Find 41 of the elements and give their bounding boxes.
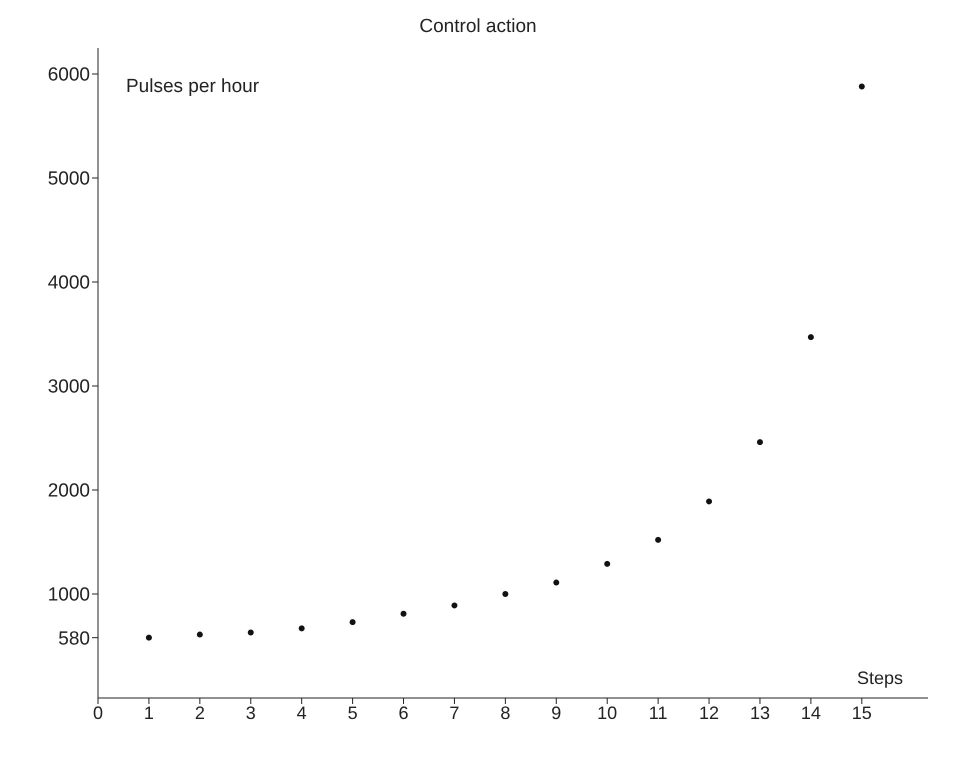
x-tick-label: 6 xyxy=(398,702,409,723)
point xyxy=(451,602,458,608)
point xyxy=(858,83,865,90)
x-tick-label: 12 xyxy=(699,702,720,723)
chart-title: Control action xyxy=(418,16,538,38)
point xyxy=(298,625,305,632)
x-tick-label: 4 xyxy=(296,702,307,723)
x-tick-label: 3 xyxy=(246,702,256,723)
y-tick-label: 2000 xyxy=(48,480,90,502)
point xyxy=(400,610,407,617)
point xyxy=(706,498,712,504)
point xyxy=(756,439,763,446)
point xyxy=(146,634,152,641)
y-tick-label: 1000 xyxy=(48,584,90,606)
point xyxy=(248,629,254,636)
point xyxy=(196,632,203,638)
x-tick-label: 10 xyxy=(597,702,618,723)
y-tick-label: 6000 xyxy=(48,64,90,86)
y-tick-label: 3000 xyxy=(48,376,90,398)
y-tick-label: 580 xyxy=(58,628,90,650)
x-tick-label: 0 xyxy=(92,702,104,723)
x-tick-label: 5 xyxy=(348,702,358,723)
y-tick-label: 5000 xyxy=(48,168,90,190)
x-tick-label: 13 xyxy=(750,702,770,723)
y-tick-label: 4000 xyxy=(48,272,90,294)
y-axis-title: Pulses per hour xyxy=(126,76,260,98)
x-tick-label: 2 xyxy=(194,702,205,723)
point xyxy=(808,334,814,340)
x-axis-title: Steps xyxy=(856,668,903,689)
point xyxy=(553,580,560,586)
x-tick-label: 9 xyxy=(551,702,562,723)
x-tick-label: 1 xyxy=(144,702,154,723)
x-tick-label: 8 xyxy=(500,702,510,723)
x-tick-label: 15 xyxy=(852,702,872,723)
point xyxy=(350,619,356,626)
x-tick-label: 7 xyxy=(449,702,460,723)
point xyxy=(655,536,662,543)
point xyxy=(604,560,610,567)
x-tick-label: 11 xyxy=(648,702,668,723)
point xyxy=(502,591,508,597)
x-tick-label: 14 xyxy=(800,702,821,723)
